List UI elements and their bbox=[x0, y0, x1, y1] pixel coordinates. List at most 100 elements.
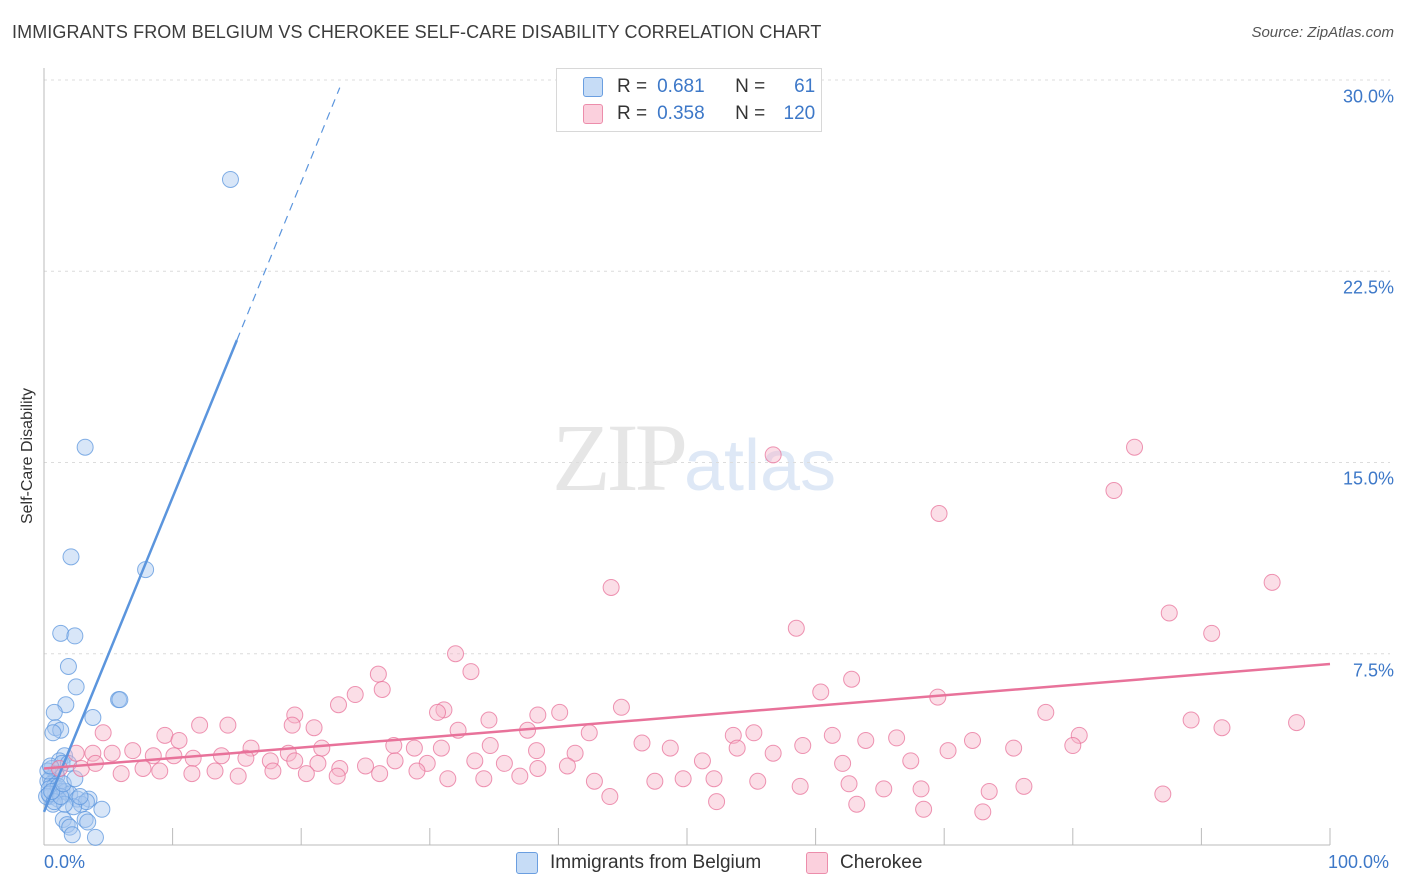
cherokee-point bbox=[764, 744, 782, 762]
cherokee-point bbox=[601, 788, 619, 806]
cherokee-point bbox=[1005, 739, 1023, 757]
cherokee-point bbox=[875, 780, 893, 798]
cherokee-point bbox=[447, 645, 465, 663]
belgium-point bbox=[44, 724, 62, 742]
cherokee-point bbox=[980, 782, 998, 800]
cherokee-point bbox=[834, 754, 852, 772]
axis-layer bbox=[43, 68, 1331, 846]
cherokee-point bbox=[915, 800, 933, 818]
belgium-point bbox=[63, 826, 81, 844]
belgium-point bbox=[47, 719, 65, 737]
cherokee-point bbox=[930, 505, 948, 522]
cherokee-point bbox=[124, 742, 142, 760]
cherokee-point bbox=[724, 726, 742, 744]
y-tick-label: 7.5% bbox=[1352, 660, 1394, 681]
legend-r-value: 0.358 bbox=[657, 103, 705, 124]
belgium-point bbox=[79, 813, 97, 831]
bottom-legend-swatch-cherokee bbox=[806, 852, 828, 874]
bottom-legend-label-belgium: Immigrants from Belgium bbox=[550, 852, 762, 873]
cherokee-point bbox=[558, 757, 576, 775]
cherokee-point bbox=[857, 731, 875, 749]
y-tick-label: 30.0% bbox=[1342, 86, 1394, 107]
belgium-point bbox=[111, 691, 129, 709]
cherokee-point bbox=[309, 754, 327, 772]
cherokee-point bbox=[848, 795, 866, 813]
cherokee-point bbox=[439, 770, 457, 788]
cherokee-point bbox=[219, 716, 237, 734]
cherokee-point bbox=[313, 739, 331, 757]
belgium-point bbox=[58, 816, 76, 834]
belgium-point bbox=[45, 703, 63, 721]
legend-row-cherokee: R = 0.358 N = 120 bbox=[583, 102, 815, 126]
legend-swatch-belgium bbox=[583, 77, 603, 97]
correlation-legend: R = 0.681 N = 61 R = 0.358 N = 120 bbox=[556, 68, 822, 132]
cherokee-point bbox=[674, 770, 692, 788]
belgium-point bbox=[71, 788, 89, 806]
cherokee-point bbox=[286, 752, 304, 770]
cherokee-point bbox=[1105, 482, 1123, 500]
cherokee-point bbox=[386, 752, 404, 770]
cherokee-point bbox=[373, 680, 391, 698]
cherokee-point bbox=[305, 719, 323, 737]
cherokee-point bbox=[764, 446, 782, 464]
legend-n-value: 61 bbox=[794, 76, 816, 97]
cherokee-point bbox=[1203, 624, 1221, 642]
cherokee-point bbox=[286, 706, 304, 724]
cherokee-point bbox=[528, 742, 546, 760]
cherokee-point bbox=[357, 757, 374, 775]
cherokee-point bbox=[566, 744, 584, 762]
cherokee-point bbox=[134, 760, 152, 777]
legend-n-value: 120 bbox=[783, 103, 816, 124]
cherokee-point bbox=[1070, 726, 1088, 744]
watermark: ZIPatlas bbox=[552, 402, 836, 513]
cherokee-point bbox=[1015, 777, 1033, 795]
cherokee-point bbox=[237, 749, 255, 767]
chart-source: Source: ZipAtlas.com bbox=[1251, 24, 1394, 41]
cherokee-point bbox=[1182, 711, 1200, 729]
grid-layer bbox=[44, 79, 1390, 655]
cherokee-point bbox=[1288, 714, 1306, 732]
bottom-legend-belgium: Immigrants from Belgium bbox=[516, 852, 761, 874]
cherokee-point bbox=[170, 731, 188, 749]
cherokee-point bbox=[787, 619, 805, 637]
cherokee-point bbox=[495, 754, 513, 772]
watermark-atlas: atlas bbox=[684, 426, 837, 506]
cherokee-point bbox=[1037, 703, 1055, 721]
cherokee-point bbox=[794, 737, 812, 755]
belgium-point bbox=[86, 828, 104, 846]
cherokee-point bbox=[791, 777, 809, 795]
y-tick-label: 15.0% bbox=[1342, 468, 1394, 489]
belgium-point bbox=[62, 548, 80, 566]
legend-swatch-cherokee bbox=[583, 104, 603, 124]
cherokee-point bbox=[843, 670, 861, 688]
cherokee-point bbox=[888, 729, 906, 747]
chart-title: IMMIGRANTS FROM BELGIUM VS CHEROKEE SELF… bbox=[12, 22, 822, 42]
cherokee-point bbox=[405, 739, 423, 757]
legend-r-label: R = bbox=[617, 76, 648, 97]
cherokee-point bbox=[1064, 737, 1082, 755]
cherokee-point bbox=[283, 716, 301, 734]
cherokee-point bbox=[633, 734, 651, 752]
belgium-point bbox=[52, 788, 70, 806]
cherokee-point bbox=[84, 744, 102, 762]
belgium-point bbox=[56, 795, 74, 813]
cherokee-point bbox=[329, 696, 347, 714]
belgium-point bbox=[52, 624, 70, 642]
cherokee-point bbox=[328, 767, 346, 785]
cherokee-point bbox=[585, 772, 603, 790]
cherokee-point bbox=[529, 706, 547, 724]
legend-n-label: N = bbox=[735, 76, 766, 97]
belgium-trend-line bbox=[42, 339, 239, 813]
watermark-zip: ZIP bbox=[552, 404, 688, 511]
cherokee-point bbox=[1154, 785, 1172, 803]
cherokee-point bbox=[369, 665, 387, 683]
cherokee-point bbox=[480, 711, 498, 729]
cherokee-point bbox=[1213, 719, 1231, 737]
cherokee-point bbox=[371, 765, 389, 783]
belgium-point bbox=[84, 709, 102, 726]
cherokee-point bbox=[94, 724, 112, 742]
y-tick-label: 22.5% bbox=[1342, 277, 1394, 298]
belgium-point bbox=[66, 770, 84, 788]
cherokee-point bbox=[580, 724, 598, 742]
cherokee-point bbox=[1160, 604, 1178, 622]
